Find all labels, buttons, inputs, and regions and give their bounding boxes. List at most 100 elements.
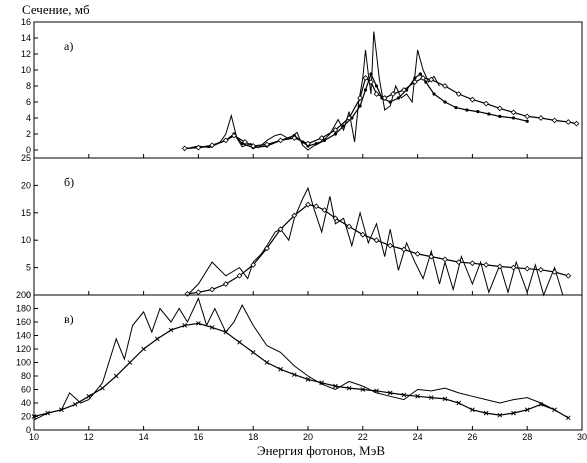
series-marker (359, 231, 366, 238)
y-tick-label: 2 (26, 129, 31, 139)
series-marker (411, 79, 418, 85)
series-marker (360, 387, 366, 392)
y-tick-label: 100 (16, 358, 31, 368)
y-tick-label: 180 (16, 304, 31, 314)
series-marker (305, 377, 311, 382)
series-marker (388, 100, 392, 104)
series-marker (264, 141, 270, 148)
series-marker (396, 96, 401, 100)
series-marker (483, 410, 489, 416)
series-marker (413, 76, 417, 80)
y-tick-label: 200 (16, 290, 31, 300)
x-tick-label: 10 (29, 432, 39, 442)
series-marker (242, 139, 248, 145)
series-marker (264, 245, 270, 252)
y-tick-label: 14 (21, 33, 31, 43)
series-marker (368, 79, 374, 85)
x-tick-label: 28 (522, 432, 532, 442)
series-marker (415, 393, 420, 399)
series-marker (483, 100, 489, 107)
series-marker (573, 120, 580, 127)
y-tick-label: 160 (16, 317, 31, 327)
series-marker (465, 108, 469, 112)
series-marker (510, 264, 517, 271)
series-marker (497, 412, 503, 418)
series-marker (443, 100, 447, 104)
y-tick-label: 8 (26, 81, 31, 91)
y-tick-label: 15 (21, 208, 31, 218)
series-marker (432, 92, 436, 96)
y-axis-title: Сечение, мб (22, 2, 90, 17)
series-marker (476, 110, 480, 114)
series-marker (127, 360, 133, 365)
series-marker (277, 137, 284, 144)
series-marker (363, 88, 368, 92)
series-marker (346, 115, 352, 121)
series-marker (373, 91, 380, 97)
series-marker (141, 346, 146, 352)
series-marker (552, 407, 557, 413)
series-marker (291, 135, 298, 141)
series-marker (373, 237, 380, 244)
series-marker (418, 72, 422, 76)
y-tick-label: 80 (21, 371, 31, 381)
series-marker (442, 83, 448, 89)
series-marker (424, 80, 428, 84)
series-marker (428, 76, 435, 83)
panel-1: а) 0 2 4 6 8 10 12 14 16 (21, 17, 583, 159)
panel-frame (33, 21, 583, 159)
y-tick-label: 25 (21, 153, 31, 163)
panel-label: б) (64, 175, 74, 189)
series-marker (496, 105, 503, 112)
series-marker (362, 75, 369, 81)
series-marker (414, 251, 421, 257)
series-marker (510, 109, 517, 116)
series-marker (154, 336, 160, 342)
series-marker (305, 140, 311, 147)
series-marker (357, 95, 363, 101)
series-line (33, 297, 555, 421)
x-tick-label: 20 (303, 432, 313, 442)
series-marker (401, 87, 407, 93)
series-marker (322, 138, 327, 142)
series-marker (31, 414, 37, 419)
y-tick-label: 20 (21, 180, 31, 190)
series-marker (469, 260, 476, 267)
series-marker (401, 392, 407, 398)
series-marker (456, 400, 462, 406)
series-marker (305, 201, 311, 208)
series-marker (565, 415, 571, 421)
series-marker (113, 373, 119, 379)
y-tick-label: 4 (26, 113, 31, 123)
series-marker (222, 137, 229, 144)
series-marker (168, 327, 174, 333)
series-marker (291, 372, 297, 377)
series-marker (236, 272, 243, 279)
x-tick-label: 16 (193, 432, 203, 442)
series-marker (565, 119, 572, 125)
series-marker (223, 329, 229, 335)
series-marker (319, 380, 325, 386)
series-marker (442, 256, 448, 263)
chart-panels: а)0246810121416б)0510152025в)02040608010… (16, 17, 587, 442)
series-marker (333, 383, 338, 389)
series-marker (455, 259, 462, 265)
y-tick-label: 0 (26, 290, 31, 300)
series-marker (420, 75, 426, 81)
series-marker (524, 113, 531, 120)
x-tick-label: 30 (577, 432, 587, 442)
series-marker (250, 143, 257, 149)
series-marker (45, 410, 51, 416)
y-tick-label: 120 (16, 344, 31, 354)
series-line (33, 322, 569, 419)
series-marker (250, 350, 256, 355)
series-marker (498, 114, 502, 118)
series-marker (182, 323, 188, 328)
series-marker (346, 223, 352, 230)
series-marker (538, 115, 544, 121)
series-marker (387, 242, 394, 249)
series-marker (374, 388, 379, 394)
series-marker (195, 289, 202, 296)
series-marker (209, 142, 215, 149)
series-marker (222, 281, 229, 287)
